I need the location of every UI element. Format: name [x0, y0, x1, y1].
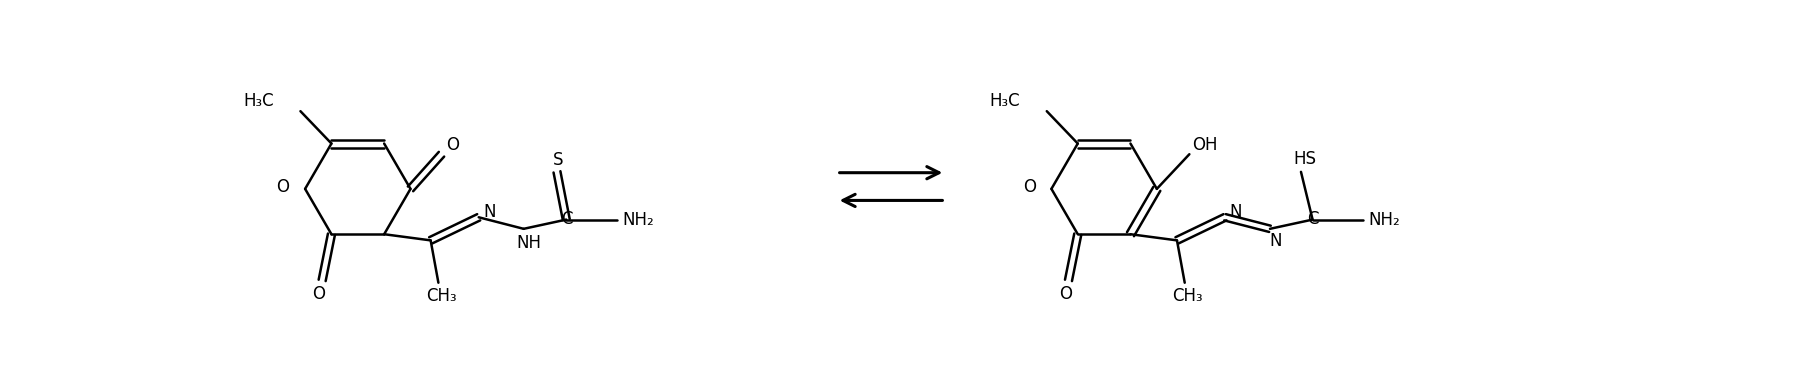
Text: S: S	[553, 150, 562, 169]
Text: CH₃: CH₃	[426, 287, 456, 305]
Text: NH₂: NH₂	[1369, 211, 1401, 229]
Text: C: C	[562, 210, 573, 228]
Text: H₃C: H₃C	[990, 92, 1020, 110]
Text: HS: HS	[1293, 150, 1316, 168]
Text: O: O	[313, 285, 325, 303]
Text: O: O	[1024, 178, 1036, 196]
Text: NH: NH	[517, 234, 542, 252]
Text: CH₃: CH₃	[1173, 287, 1203, 305]
Text: N: N	[1230, 203, 1243, 221]
Text: NH₂: NH₂	[623, 211, 654, 229]
Text: N: N	[1270, 232, 1282, 250]
Text: H₃C: H₃C	[244, 92, 275, 110]
Text: C: C	[1307, 210, 1318, 228]
Text: N: N	[483, 203, 496, 221]
Text: O: O	[445, 136, 458, 154]
Text: O: O	[1060, 285, 1072, 303]
Text: O: O	[277, 178, 289, 196]
Text: OH: OH	[1193, 136, 1218, 154]
